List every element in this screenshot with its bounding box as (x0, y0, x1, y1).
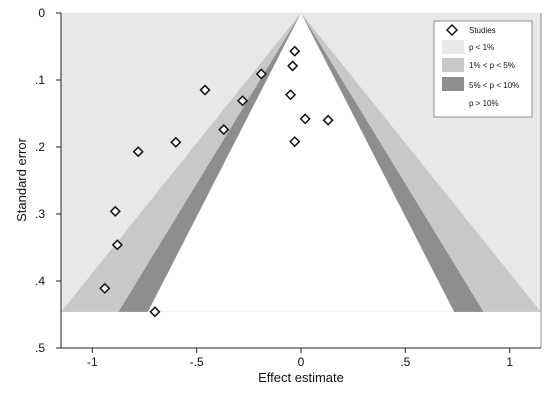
y-tick-label: 0 (38, 6, 45, 20)
contour-nonsignificant (147, 13, 455, 312)
x-axis-ticks: -1 -.5 0 .5 1 (87, 348, 513, 369)
legend-label-p10: 5% < p < 10% (469, 81, 519, 90)
study-point (289, 45, 301, 57)
study-point (199, 84, 211, 96)
study-point (218, 124, 230, 136)
x-tick-label: -1 (87, 355, 98, 369)
study-points (99, 45, 334, 318)
legend-swatch-p5 (442, 58, 464, 72)
y-tick-label: .4 (35, 274, 45, 288)
study-point (149, 306, 161, 318)
study-point (109, 205, 121, 217)
x-axis-label: Effect estimate (258, 370, 344, 385)
study-point (237, 95, 249, 107)
x-tick-label: 1 (506, 355, 513, 369)
legend-label-p1: p < 1% (469, 43, 494, 52)
y-axis-ticks: 0 .1 .2 .3 .4 .5 (35, 6, 61, 355)
below-contour-region (61, 311, 541, 348)
y-axis-label: Standard error (14, 137, 29, 221)
x-tick-label: -.5 (190, 355, 204, 369)
legend-diamond-icon (446, 24, 458, 36)
study-point (299, 113, 311, 125)
y-tick-label: .2 (35, 140, 45, 154)
study-point (255, 68, 267, 80)
y-tick-label: .1 (35, 73, 45, 87)
study-point (99, 282, 111, 294)
legend-label-ns: p > 10% (469, 99, 499, 108)
y-tick-label: .3 (35, 207, 45, 221)
legend-studies-label: Studies (469, 26, 496, 35)
legend-label-p5: 1% < p < 5% (469, 61, 515, 70)
study-point (170, 136, 182, 148)
x-tick-label: 0 (298, 355, 305, 369)
legend: Studies p < 1% 1% < p < 5% 5% < p < 10% … (433, 20, 533, 118)
study-point (287, 60, 299, 72)
x-tick-label: .5 (400, 355, 410, 369)
legend-swatch-p10 (442, 77, 464, 91)
study-point (111, 239, 123, 251)
y-tick-label: .5 (35, 341, 45, 355)
legend-swatch-p1 (442, 40, 464, 54)
study-point (289, 136, 301, 148)
study-point (322, 114, 334, 126)
study-point (285, 89, 297, 101)
study-point (132, 146, 144, 158)
